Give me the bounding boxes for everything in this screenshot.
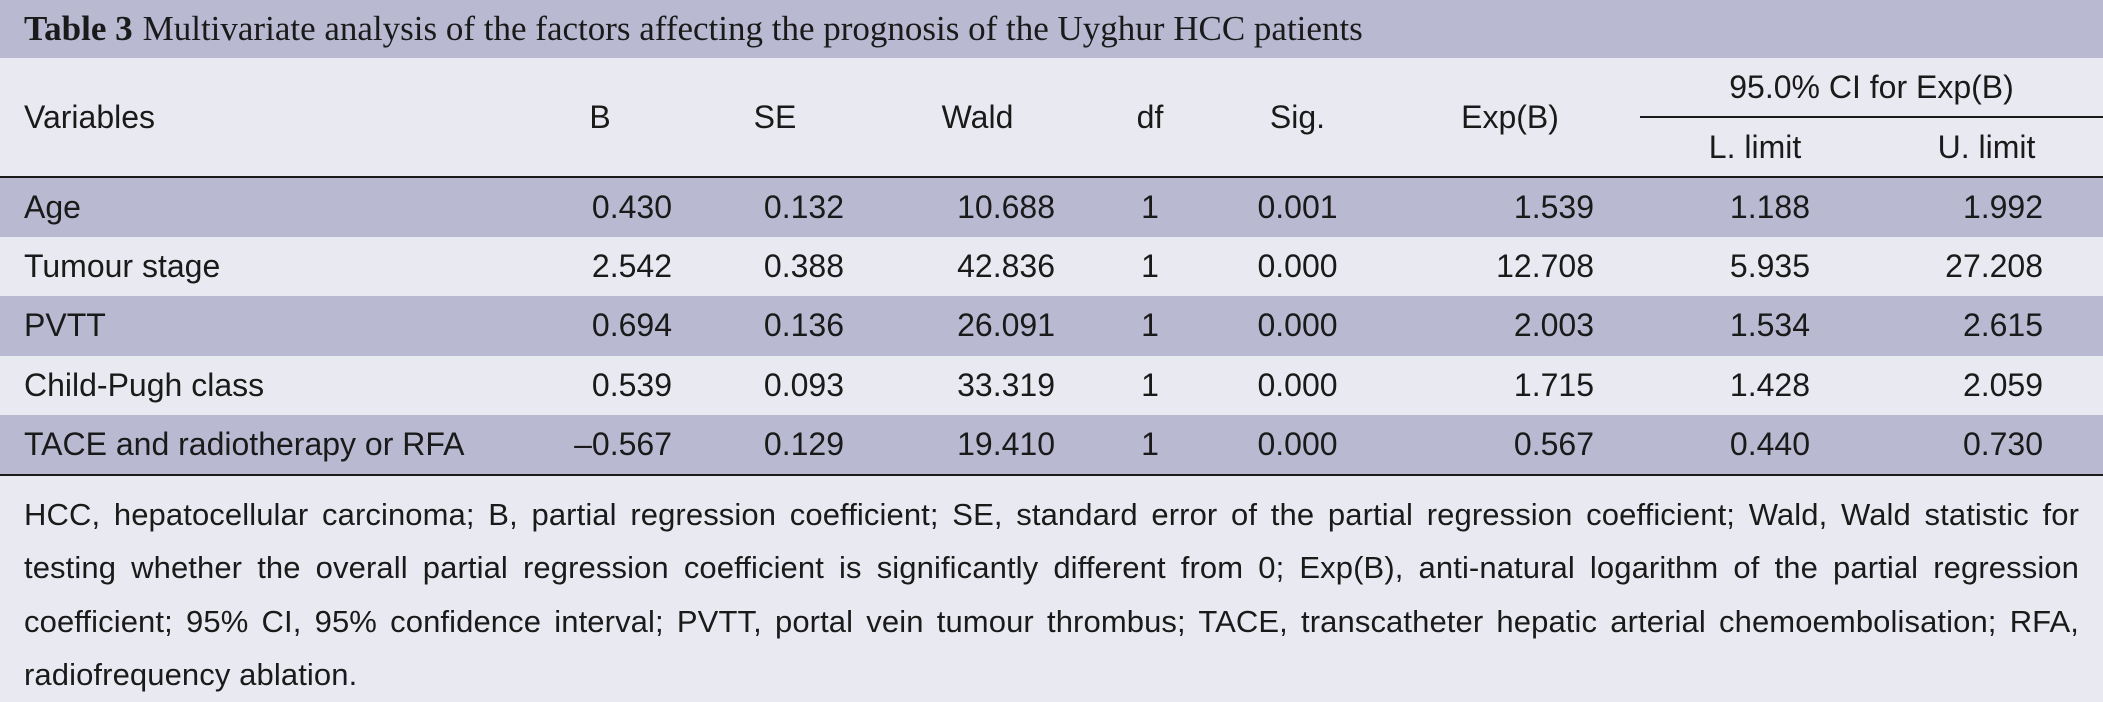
cell-b: 0.694 [591,307,672,344]
cell-se: 0.093 [763,367,844,404]
table-body: Age 0.430 0.132 10.688 1 0.001 1.539 1.1… [0,177,2103,475]
cell-upper: 2.615 [1962,307,2044,344]
cell-upper: 2.059 [1962,367,2044,404]
cell-wald: 26.091 [957,307,1055,344]
header-sig: Sig. [1269,98,1326,135]
cell-lower: 1.534 [1729,307,1810,344]
cell-se: 0.132 [763,188,844,225]
cell-wald: 42.836 [957,247,1055,284]
table-row: Tumour stage 2.542 0.388 42.836 1 0.000 … [0,236,2103,297]
table-row: PVTT 0.694 0.136 26.091 1 0.000 2.003 1.… [0,296,2103,356]
cell-expb: 1.715 [1513,367,1594,404]
cell-df: 1 [1141,247,1159,284]
cell-wald: 19.410 [957,426,1055,463]
table-header: Variables B SE Wald df Sig. Exp(B) 95.0%… [0,58,2103,177]
cell-se: 0.388 [763,247,844,284]
header-variables: Variables [24,98,156,135]
cell-wald: 33.319 [957,367,1055,404]
header-b: B [589,98,611,135]
cell-sig: 0.000 [1257,426,1338,463]
multivariate-table: Variables B SE Wald df Sig. Exp(B) 95.0%… [0,58,2103,476]
cell-expb: 2.003 [1513,307,1594,344]
header-lower-limit: L. limit [1708,128,1802,165]
table-row: TACE and radiotherapy or RFA –0.567 0.12… [0,415,2103,475]
cell-df: 1 [1141,307,1159,344]
table-title-text: Multivariate analysis of the factors aff… [142,9,1363,48]
cell-sig: 0.000 [1257,367,1338,404]
cell-df: 1 [1141,188,1159,225]
table-row: Age 0.430 0.132 10.688 1 0.001 1.539 1.1… [0,177,2103,237]
cell-variable: Tumour stage [24,247,221,284]
cell-sig: 0.001 [1257,188,1338,225]
cell-variable: Age [24,188,81,225]
table-footnote: HCC, hepatocellular carcinoma; B, partia… [24,496,2079,693]
cell-expb: 0.567 [1513,426,1594,463]
cell-b: –0.567 [574,426,672,463]
cell-se: 0.136 [763,307,844,344]
cell-df: 1 [1141,367,1159,404]
table-row: Child-Pugh class 0.539 0.093 33.319 1 0.… [0,355,2103,416]
table-title-label: Table 3 [24,9,133,48]
cell-upper: 27.208 [1945,247,2044,284]
cell-upper: 0.730 [1962,426,2044,463]
cell-wald: 10.688 [957,188,1055,225]
header-ci-group: 95.0% CI for Exp(B) [1640,58,2103,118]
cell-expb: 12.708 [1496,247,1594,284]
cell-se: 0.129 [763,426,844,463]
cell-lower: 1.428 [1729,367,1810,404]
cell-variable: TACE and radiotherapy or RFA [24,426,465,463]
table-title: Table 3 Multivariate analysis of the fac… [0,0,2103,58]
cell-lower: 0.440 [1729,426,1810,463]
cell-expb: 1.539 [1513,188,1594,225]
cell-lower: 1.188 [1729,188,1810,225]
cell-lower: 5.935 [1729,247,1810,284]
cell-sig: 0.000 [1257,247,1338,284]
header-upper-limit: U. limit [1937,128,2036,165]
cell-upper: 1.992 [1962,188,2044,225]
cell-b: 0.539 [591,367,672,404]
cell-b: 0.430 [591,188,672,225]
cell-variable: PVTT [24,307,106,344]
cell-b: 2.542 [591,247,672,284]
cell-sig: 0.000 [1257,307,1338,344]
cell-df: 1 [1141,426,1159,463]
header-expb: Exp(B) [1461,98,1559,135]
header-df: df [1136,98,1164,135]
header-se: SE [753,98,797,135]
header-wald: Wald [941,98,1014,135]
cell-variable: Child-Pugh class [24,367,265,404]
